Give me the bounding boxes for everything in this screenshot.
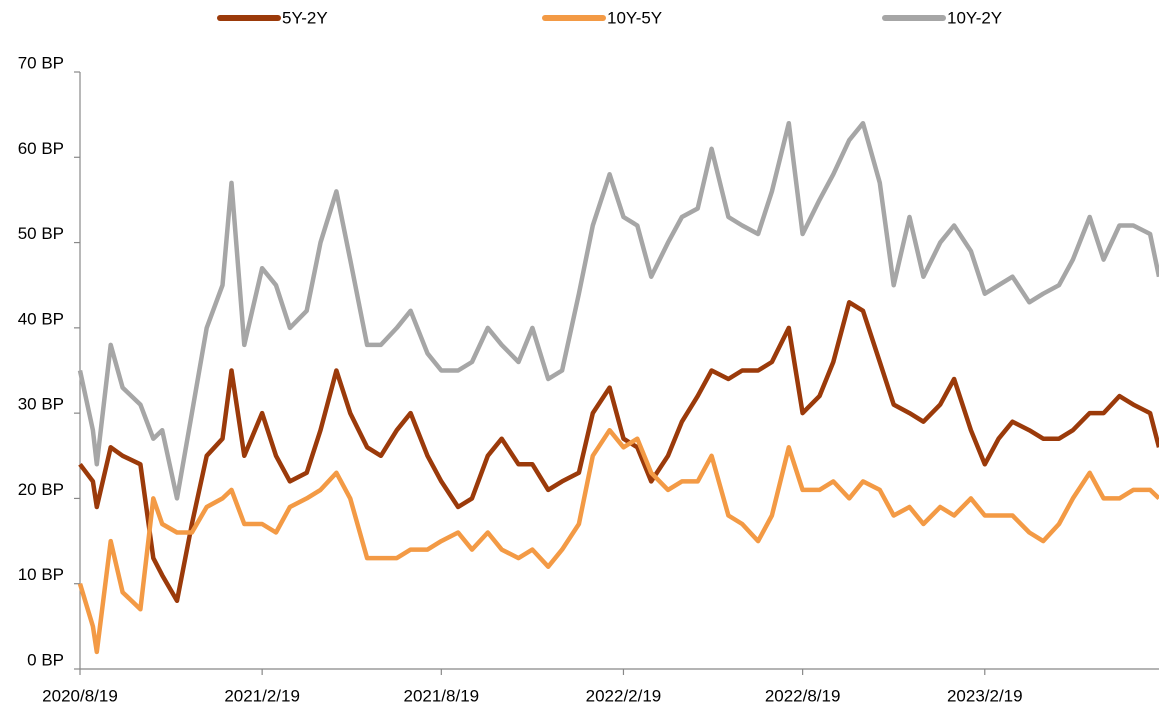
legend-label: 10Y-2Y xyxy=(947,8,1002,27)
x-tick-label: 2022/2/19 xyxy=(586,686,662,705)
y-tick-label: 0 BP xyxy=(27,650,64,669)
y-tick-label: 20 BP xyxy=(18,480,64,499)
x-tick-label: 2020/8/19 xyxy=(42,686,118,705)
y-tick-label: 70 BP xyxy=(18,53,64,72)
x-tick-label: 2023/2/19 xyxy=(947,686,1023,705)
x-tick-label: 2021/8/19 xyxy=(403,686,479,705)
x-tick-label: 2021/2/19 xyxy=(224,686,300,705)
legend-label: 5Y-2Y xyxy=(282,8,328,27)
y-tick-label: 10 BP xyxy=(18,565,64,584)
series-line xyxy=(77,120,1159,501)
series-line xyxy=(78,300,1159,604)
y-tick-label: 60 BP xyxy=(18,139,64,158)
series-line xyxy=(77,427,1159,655)
y-tick-label: 30 BP xyxy=(18,395,64,414)
y-tick-label: 40 BP xyxy=(18,309,64,328)
x-tick-label: 2022/8/19 xyxy=(765,686,841,705)
y-tick-label: 50 BP xyxy=(18,224,64,243)
legend-label: 10Y-5Y xyxy=(607,8,662,27)
